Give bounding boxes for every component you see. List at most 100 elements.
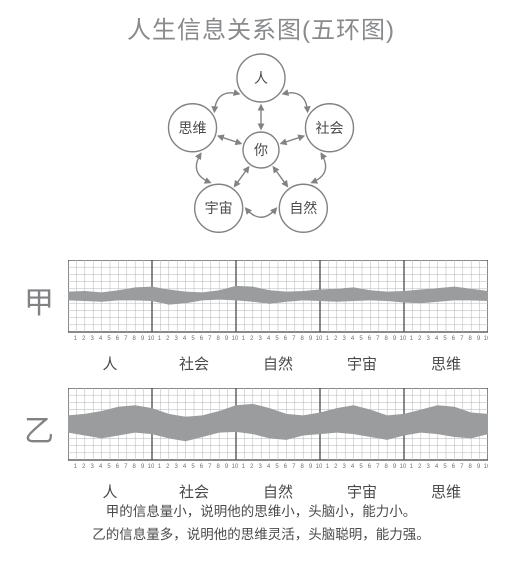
svg-text:2: 2: [82, 336, 86, 342]
svg-text:3: 3: [91, 336, 95, 342]
svg-text:8: 8: [385, 464, 389, 470]
svg-text:8: 8: [469, 336, 473, 342]
svg-text:6: 6: [284, 336, 288, 342]
svg-text:5: 5: [191, 336, 195, 342]
svg-text:9: 9: [477, 336, 481, 342]
svg-text:4: 4: [183, 336, 187, 342]
svg-text:10: 10: [484, 464, 488, 470]
x-category: 社会: [179, 481, 209, 502]
svg-text:4: 4: [99, 464, 103, 470]
chart-jia: 1234567891012345678910123456789101234567…: [68, 260, 488, 375]
svg-text:1: 1: [410, 464, 414, 470]
svg-text:2: 2: [418, 336, 422, 342]
svg-text:7: 7: [292, 336, 296, 342]
svg-text:2: 2: [250, 464, 254, 470]
svg-text:8: 8: [133, 336, 137, 342]
svg-text:10: 10: [400, 336, 407, 342]
svg-text:7: 7: [460, 464, 464, 470]
svg-text:3: 3: [343, 464, 347, 470]
svg-text:5: 5: [107, 336, 111, 342]
svg-text:9: 9: [225, 464, 229, 470]
svg-text:9: 9: [141, 464, 145, 470]
svg-text:4: 4: [183, 464, 187, 470]
x-category: 思维: [431, 481, 461, 502]
footer-text: 甲的信息量小，说明他的思维小，头脑小，能力小。 乙的信息量多，说明他的思维灵活，…: [0, 501, 522, 547]
svg-text:2: 2: [334, 464, 338, 470]
svg-text:5: 5: [191, 464, 195, 470]
svg-text:7: 7: [124, 336, 128, 342]
x-category: 社会: [179, 353, 209, 374]
svg-text:3: 3: [343, 336, 347, 342]
svg-text:9: 9: [141, 336, 145, 342]
svg-text:6: 6: [368, 336, 372, 342]
svg-text:5: 5: [443, 464, 447, 470]
svg-text:8: 8: [469, 464, 473, 470]
svg-text:3: 3: [427, 464, 431, 470]
chart-jia-xaxis: 人社会自然宇宙思维: [68, 353, 488, 375]
svg-text:5: 5: [275, 464, 279, 470]
svg-text:9: 9: [393, 464, 397, 470]
footer-line-1: 甲的信息量小，说明他的思维小，头脑小，能力小。: [0, 501, 522, 524]
svg-text:5: 5: [443, 336, 447, 342]
x-category: 人: [102, 481, 117, 502]
svg-text:3: 3: [427, 336, 431, 342]
svg-text:8: 8: [301, 464, 305, 470]
svg-text:6: 6: [452, 336, 456, 342]
svg-text:6: 6: [452, 464, 456, 470]
svg-text:2: 2: [166, 336, 170, 342]
svg-text:7: 7: [208, 464, 212, 470]
svg-text:6: 6: [116, 336, 120, 342]
svg-text:1: 1: [326, 336, 330, 342]
svg-text:10: 10: [316, 336, 323, 342]
ring-node-ren: 人: [254, 70, 268, 86]
svg-text:2: 2: [418, 464, 422, 470]
svg-text:4: 4: [435, 464, 439, 470]
svg-text:2: 2: [334, 336, 338, 342]
svg-text:7: 7: [376, 336, 380, 342]
svg-text:7: 7: [208, 336, 212, 342]
x-category: 自然: [263, 353, 293, 374]
svg-text:7: 7: [460, 336, 464, 342]
svg-text:8: 8: [217, 464, 221, 470]
footer-line-2: 乙的信息量多，说明他的思维灵活，头脑聪明，能力强。: [0, 524, 522, 547]
svg-text:1: 1: [242, 464, 246, 470]
x-category: 自然: [263, 481, 293, 502]
svg-text:5: 5: [359, 464, 363, 470]
svg-text:3: 3: [175, 464, 179, 470]
svg-text:6: 6: [116, 464, 120, 470]
svg-text:2: 2: [250, 336, 254, 342]
svg-text:7: 7: [292, 464, 296, 470]
svg-text:6: 6: [200, 464, 204, 470]
ring-node-ziran: 自然: [289, 200, 317, 216]
svg-text:9: 9: [309, 464, 313, 470]
svg-text:10: 10: [484, 336, 488, 342]
svg-text:10: 10: [148, 336, 155, 342]
svg-text:10: 10: [232, 464, 239, 470]
svg-text:1: 1: [410, 336, 414, 342]
svg-text:3: 3: [259, 464, 263, 470]
x-category: 思维: [431, 353, 461, 374]
svg-text:9: 9: [477, 464, 481, 470]
svg-text:2: 2: [82, 464, 86, 470]
svg-text:9: 9: [309, 336, 313, 342]
svg-text:10: 10: [148, 464, 155, 470]
svg-text:3: 3: [259, 336, 263, 342]
svg-text:4: 4: [267, 336, 271, 342]
ring-center-label: 你: [254, 142, 268, 158]
svg-text:8: 8: [217, 336, 221, 342]
svg-text:8: 8: [133, 464, 137, 470]
svg-text:6: 6: [284, 464, 288, 470]
svg-text:8: 8: [385, 336, 389, 342]
ring-node-siwei: 思维: [179, 120, 207, 136]
ring-diagram: 人社会自然宇宙思维你: [151, 48, 371, 248]
svg-text:10: 10: [400, 464, 407, 470]
svg-text:7: 7: [376, 464, 380, 470]
svg-text:3: 3: [175, 336, 179, 342]
svg-text:1: 1: [74, 336, 78, 342]
ring-node-shehui: 社会: [315, 120, 343, 136]
svg-text:5: 5: [107, 464, 111, 470]
svg-text:4: 4: [267, 464, 271, 470]
chart-yi-xaxis: 人社会自然宇宙思维: [68, 481, 488, 503]
svg-text:6: 6: [368, 464, 372, 470]
svg-text:1: 1: [158, 336, 162, 342]
